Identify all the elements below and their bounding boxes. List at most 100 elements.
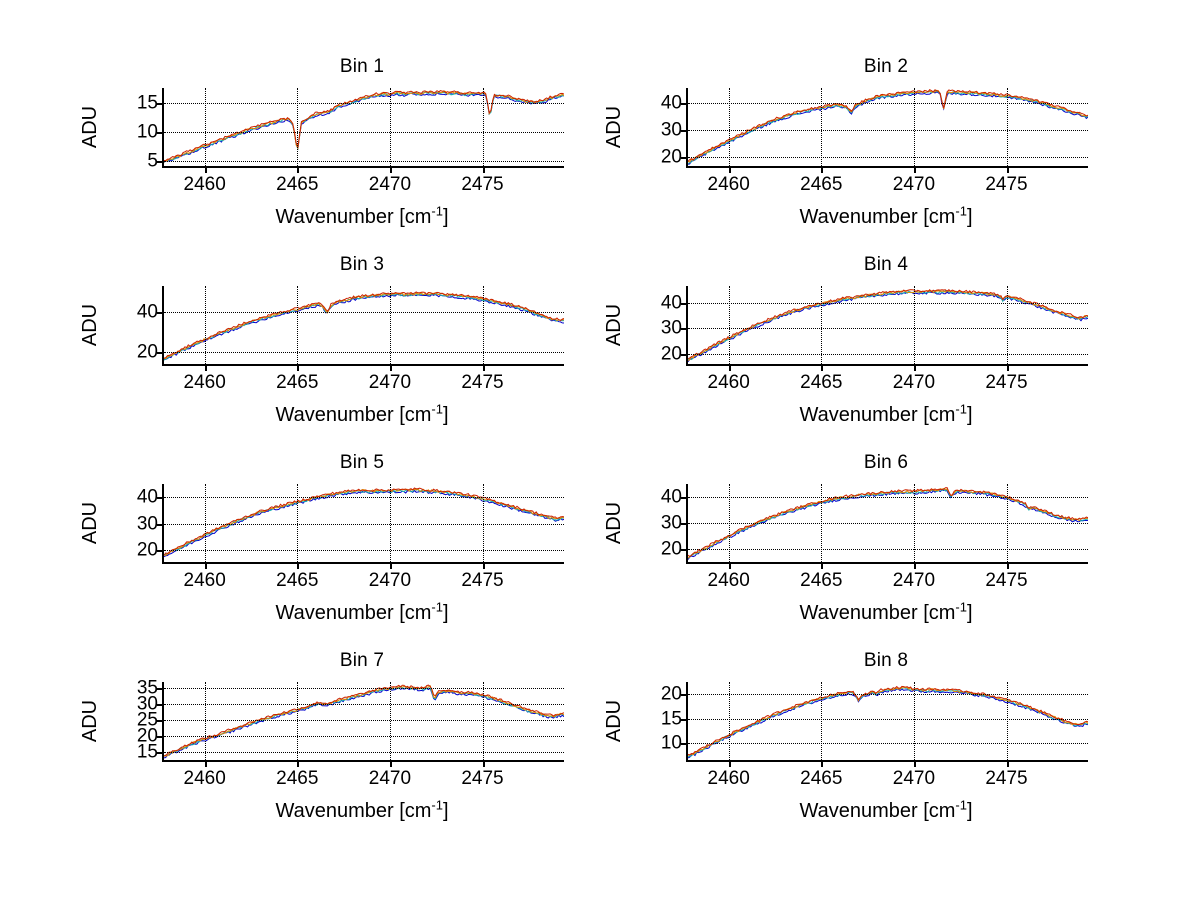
x-tick-label: 2465 — [276, 768, 319, 789]
y-tick-mark — [681, 156, 688, 159]
gridline-vertical — [728, 286, 730, 364]
y-axis-label: ADU — [603, 699, 625, 743]
gridline-vertical — [482, 286, 484, 364]
x-axis-label: Wavenumber [cm-1] — [686, 203, 1086, 229]
y-tick-mark — [157, 736, 164, 739]
x-tick-mark — [1006, 166, 1009, 173]
gridline-vertical — [913, 682, 915, 760]
x-tick-mark — [204, 760, 207, 767]
x-tick-mark — [389, 166, 392, 173]
series-line-series2 — [164, 90, 564, 161]
gridline-vertical — [821, 484, 823, 562]
plot-area — [688, 88, 1088, 166]
plot-area — [164, 682, 564, 760]
x-tick-label: 2475 — [461, 174, 504, 195]
series-line-series3 — [688, 687, 1088, 758]
y-tick-label: 30 — [660, 317, 682, 339]
gridline-horizontal — [688, 102, 1088, 104]
gridline-horizontal — [688, 302, 1088, 304]
y-tick-mark — [157, 752, 164, 754]
gridline-horizontal — [688, 718, 1088, 720]
x-axis-label-exponent: -1 — [955, 599, 967, 615]
series-line-series1 — [688, 489, 1088, 560]
spectrum-curves — [688, 289, 1088, 363]
x-tick-label: 2465 — [276, 372, 319, 393]
x-axis-label: Wavenumber [cm-1] — [162, 798, 562, 823]
y-tick-label: 5 — [147, 150, 158, 172]
x-axis-label-bracket: ] — [442, 800, 449, 822]
x-tick-mark — [297, 166, 300, 173]
x-tick-mark — [204, 562, 207, 569]
x-tick-mark — [821, 760, 824, 767]
x-tick-label: 2465 — [800, 768, 843, 789]
series-line-series1 — [688, 291, 1088, 363]
x-tick-mark — [389, 760, 392, 767]
x-tick-mark — [482, 166, 485, 173]
gridline-horizontal — [164, 752, 564, 753]
gridline-vertical — [728, 88, 730, 166]
series-line-series2 — [688, 685, 1088, 756]
x-tick-mark — [821, 562, 824, 569]
y-tick-label: 20 — [660, 146, 682, 168]
subplot-title: Bin 8 — [863, 650, 909, 671]
y-tick-label: 10 — [660, 732, 682, 754]
gridline-vertical — [821, 286, 823, 364]
x-tick-label: 2470 — [368, 174, 412, 195]
x-tick-label: 2465 — [276, 174, 319, 195]
x-axis-label-exponent: -1 — [955, 203, 967, 219]
series-line-series2 — [688, 487, 1088, 557]
y-tick-label: 20 — [136, 341, 158, 363]
gridline-vertical — [297, 682, 299, 760]
series-line-series1 — [688, 688, 1088, 759]
x-tick-label: 2460 — [707, 570, 750, 591]
x-tick-mark — [728, 562, 731, 569]
plot-area — [164, 484, 564, 562]
series-line-series2 — [164, 487, 564, 556]
y-tick-label: 40 — [660, 292, 682, 314]
x-axis-label: Wavenumber [cm-1] — [162, 402, 562, 427]
x-axis-label-text: Wavenumber [cm — [799, 602, 956, 624]
x-tick-label: 2470 — [368, 570, 412, 591]
plot-area — [164, 286, 564, 364]
y-tick-label: 30 — [660, 512, 682, 534]
gridline-vertical — [913, 484, 915, 562]
x-axis-label-text: Wavenumber [cm — [275, 800, 432, 822]
y-tick-mark — [681, 694, 688, 697]
x-tick-mark — [728, 364, 731, 371]
y-tick-mark — [681, 328, 688, 331]
y-tick-mark — [681, 102, 688, 105]
series-line-series3 — [688, 488, 1088, 559]
x-axis-label: Wavenumber [cm-1] — [162, 204, 562, 229]
gridline-horizontal — [164, 352, 564, 353]
series-line-series3 — [164, 292, 564, 361]
x-tick-mark — [1006, 562, 1009, 569]
y-tick-mark — [157, 497, 164, 500]
x-tick-label: 2470 — [892, 174, 936, 195]
gridline-horizontal — [164, 704, 564, 706]
x-axis-label-bracket: ] — [966, 602, 973, 624]
gridline-vertical — [1006, 484, 1008, 562]
gridline-horizontal — [164, 312, 564, 313]
gridline-vertical — [913, 88, 915, 166]
gridline-horizontal — [164, 523, 564, 525]
gridline-horizontal — [688, 523, 1088, 524]
x-tick-mark — [913, 760, 916, 767]
x-tick-label: 2460 — [183, 372, 226, 393]
gridline-vertical — [482, 88, 484, 166]
series-line-series2 — [164, 291, 564, 359]
y-tick-mark — [157, 312, 164, 314]
y-tick-mark — [681, 302, 688, 305]
y-tick-label: 40 — [136, 486, 158, 508]
gridline-horizontal — [164, 688, 564, 690]
gridline-horizontal — [688, 156, 1088, 158]
x-axis-label: Wavenumber [cm-1] — [162, 600, 562, 625]
x-tick-mark — [204, 364, 207, 371]
gridline-vertical — [204, 484, 206, 562]
x-tick-label: 2470 — [892, 372, 936, 393]
axes-region: 20 40 2460 2465 2470 2475 — [137, 286, 564, 392]
x-tick-mark — [297, 562, 300, 569]
